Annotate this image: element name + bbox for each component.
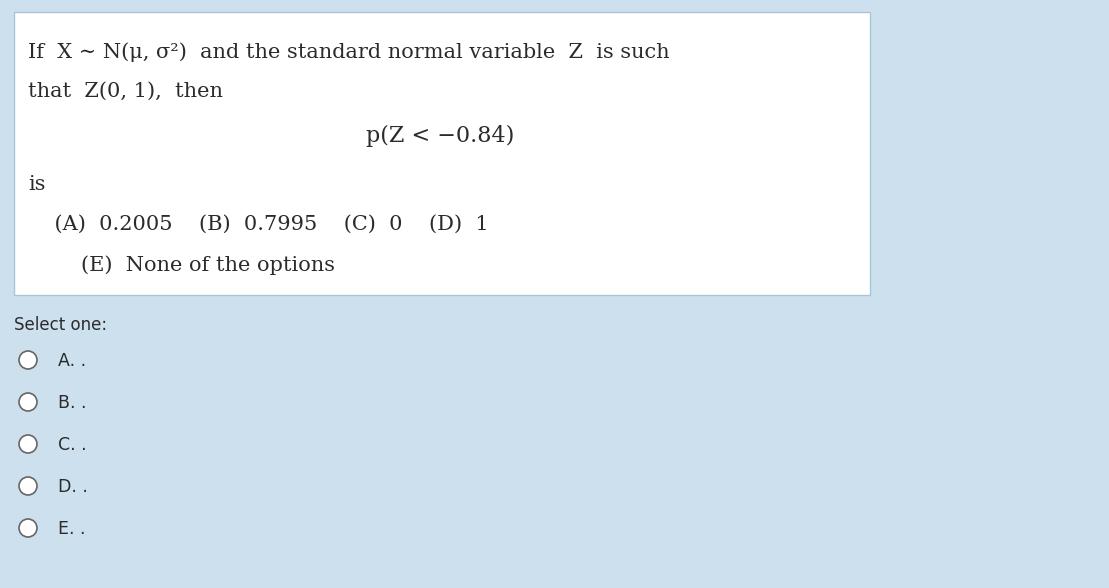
Text: Select one:: Select one: (14, 316, 108, 334)
Ellipse shape (19, 435, 37, 453)
Text: (A)  0.2005    (B)  0.7995    (C)  0    (D)  1: (A) 0.2005 (B) 0.7995 (C) 0 (D) 1 (28, 215, 489, 234)
Ellipse shape (19, 351, 37, 369)
Text: D. .: D. . (58, 478, 88, 496)
Text: A. .: A. . (58, 352, 87, 370)
Text: that  Z(0, 1),  then: that Z(0, 1), then (28, 82, 223, 101)
Text: B. .: B. . (58, 394, 87, 412)
Text: C. .: C. . (58, 436, 87, 454)
Text: (E)  None of the options: (E) None of the options (28, 255, 335, 275)
Text: is: is (28, 175, 45, 194)
Text: If  X ∼ N(μ, σ²)  and the standard normal variable  Z  is such: If X ∼ N(μ, σ²) and the standard normal … (28, 42, 670, 62)
Ellipse shape (19, 519, 37, 537)
Text: p(Z < −0.84): p(Z < −0.84) (366, 125, 515, 147)
Ellipse shape (19, 393, 37, 411)
Text: E. .: E. . (58, 520, 85, 538)
Ellipse shape (19, 477, 37, 495)
FancyBboxPatch shape (14, 12, 869, 295)
